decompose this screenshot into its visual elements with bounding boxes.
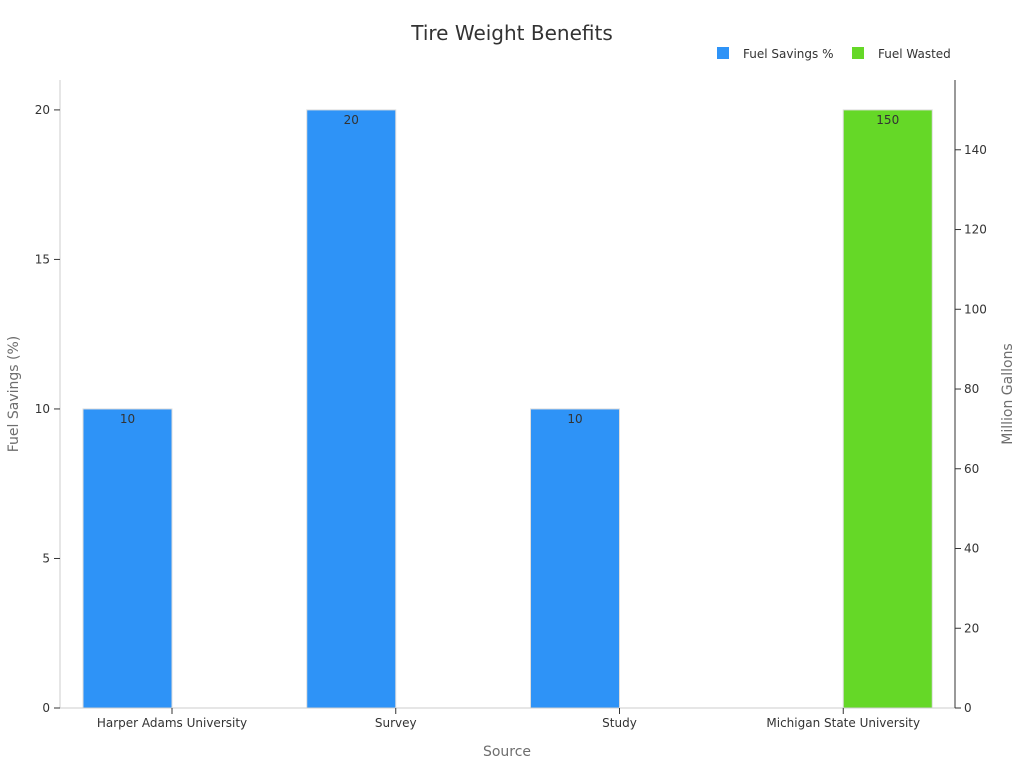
bar-value-label: 150	[876, 113, 899, 127]
bar-labels: 10 20 10 150	[120, 113, 899, 426]
chart-title: Tire Weight Benefits	[410, 21, 613, 45]
y2-axis-title: Million Gallons	[1000, 343, 1016, 444]
bar-value-label: 10	[120, 412, 135, 426]
legend-swatch-fuel-wasted	[852, 47, 864, 59]
x-tick-label: Survey	[375, 716, 417, 730]
legend: Fuel Savings % Fuel Wasted	[717, 47, 951, 61]
x-tick-label: Michigan State University	[766, 716, 920, 730]
axes	[59, 80, 956, 709]
x-axis-title: Source	[483, 744, 531, 760]
y-tick-label: 5	[42, 551, 50, 565]
y2-tick-label: 120	[964, 223, 987, 237]
legend-swatch-fuel-savings	[717, 47, 729, 59]
legend-label-fuel-wasted: Fuel Wasted	[878, 47, 951, 61]
y2-tick-label: 20	[964, 621, 979, 635]
bar	[530, 408, 620, 709]
y-ticks: 0 5 10 15 20	[35, 103, 60, 715]
y2-tick-label: 80	[964, 382, 979, 396]
legend-label-fuel-savings: Fuel Savings %	[743, 47, 833, 61]
bar	[306, 109, 397, 709]
y-tick-label: 0	[42, 701, 50, 715]
y-axis-title: Fuel Savings (%)	[6, 336, 22, 452]
x-tick-label: Harper Adams University	[97, 716, 247, 730]
bar	[842, 109, 933, 709]
y2-tick-label: 140	[964, 143, 987, 157]
x-tick-label: Study	[602, 716, 637, 730]
y2-tick-label: 0	[964, 701, 972, 715]
bar-value-label: 20	[344, 113, 359, 127]
y-tick-label: 15	[35, 252, 50, 266]
y-tick-label: 20	[35, 103, 50, 117]
y2-tick-label: 40	[964, 542, 979, 556]
x-ticks: Harper Adams University Survey Study Michig…	[97, 708, 920, 730]
y-tick-label: 10	[35, 402, 50, 416]
y2-tick-label: 100	[964, 302, 987, 316]
bars	[82, 109, 933, 709]
y2-tick-label: 60	[964, 462, 979, 476]
y2-ticks: 0 20 40 60 80 100 120 140	[955, 143, 987, 715]
bar	[82, 408, 173, 709]
bar-value-label: 10	[567, 412, 582, 426]
